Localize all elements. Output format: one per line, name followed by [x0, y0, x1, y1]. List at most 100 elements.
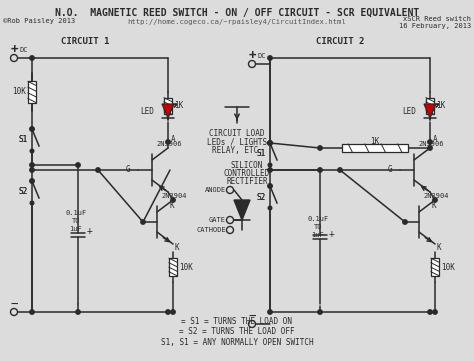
Text: CIRCUIT 1: CIRCUIT 1 — [61, 38, 109, 47]
Circle shape — [318, 146, 322, 150]
Circle shape — [166, 310, 170, 314]
Bar — [342, 144, 408, 152]
Text: CIRCUIT LOAD: CIRCUIT LOAD — [209, 129, 265, 138]
Circle shape — [403, 220, 407, 224]
Text: S1: S1 — [257, 149, 266, 158]
Circle shape — [268, 141, 272, 145]
Circle shape — [171, 198, 175, 202]
Text: +: + — [10, 43, 18, 57]
Polygon shape — [424, 104, 436, 118]
Circle shape — [30, 56, 34, 60]
Circle shape — [433, 310, 437, 314]
Text: 10K: 10K — [179, 262, 193, 271]
Text: S2: S2 — [19, 187, 28, 196]
Circle shape — [428, 140, 432, 144]
Circle shape — [268, 184, 272, 188]
Text: RELAY, ETC.: RELAY, ETC. — [211, 147, 263, 156]
Bar — [169, 258, 177, 276]
Circle shape — [268, 168, 272, 172]
Text: A: A — [171, 135, 176, 144]
Text: LEDs / LIGHTS: LEDs / LIGHTS — [207, 138, 267, 147]
Circle shape — [30, 179, 34, 183]
Text: S2: S2 — [257, 192, 266, 201]
Text: K: K — [432, 201, 437, 210]
Text: G: G — [387, 165, 392, 174]
Text: LED: LED — [402, 108, 416, 117]
Text: K: K — [437, 244, 442, 252]
Circle shape — [268, 206, 272, 210]
Circle shape — [76, 310, 80, 314]
Circle shape — [428, 146, 432, 150]
Circle shape — [30, 168, 34, 172]
Circle shape — [141, 220, 145, 224]
Text: S2: S2 — [19, 187, 28, 196]
Text: S1: S1 — [19, 135, 28, 144]
Text: 2N3906: 2N3906 — [418, 141, 444, 147]
Text: 1uF: 1uF — [70, 226, 82, 232]
Text: 10K: 10K — [441, 262, 455, 271]
Text: GATE: GATE — [209, 217, 226, 223]
Circle shape — [268, 56, 272, 60]
Text: 1uF: 1uF — [311, 232, 324, 238]
Circle shape — [30, 310, 34, 314]
Text: G: G — [126, 165, 130, 174]
Circle shape — [268, 184, 272, 188]
Circle shape — [96, 168, 100, 172]
Text: 16 February, 2013: 16 February, 2013 — [399, 23, 471, 29]
Circle shape — [428, 310, 432, 314]
Text: ANODE: ANODE — [205, 187, 226, 193]
Circle shape — [30, 149, 34, 153]
Text: 1K: 1K — [436, 101, 445, 110]
Text: 2N3904: 2N3904 — [423, 193, 448, 199]
Text: TO: TO — [314, 224, 322, 230]
Text: 2N3904: 2N3904 — [161, 193, 186, 199]
Circle shape — [30, 127, 34, 131]
Circle shape — [433, 198, 437, 202]
Text: RECTIFIER: RECTIFIER — [226, 177, 268, 186]
Circle shape — [171, 310, 175, 314]
Text: S2: S2 — [257, 192, 266, 201]
Circle shape — [30, 163, 34, 167]
Text: S1: S1 — [257, 149, 266, 158]
Text: A: A — [433, 135, 438, 144]
Text: DC: DC — [20, 47, 28, 53]
Circle shape — [268, 310, 272, 314]
Text: = S2 = TURNS THE LOAD OFF: = S2 = TURNS THE LOAD OFF — [179, 326, 295, 335]
Text: −: − — [10, 297, 18, 310]
Text: 1K: 1K — [370, 136, 380, 145]
Text: +: + — [248, 49, 256, 62]
Circle shape — [166, 140, 170, 144]
Text: 2N3906: 2N3906 — [156, 141, 182, 147]
Circle shape — [338, 168, 342, 172]
Text: 1K: 1K — [174, 101, 183, 110]
Text: 0.1uF: 0.1uF — [307, 216, 328, 222]
Text: SILICON: SILICON — [231, 161, 263, 170]
Text: K: K — [170, 201, 174, 210]
Text: 0.1uF: 0.1uF — [65, 210, 87, 216]
Text: 10K: 10K — [12, 87, 26, 96]
Text: xSCR Reed switch: xSCR Reed switch — [403, 16, 471, 22]
Polygon shape — [234, 200, 250, 220]
Circle shape — [30, 201, 34, 205]
Bar — [164, 97, 172, 114]
Text: http://home.cogeco.ca/~rpaisley4/CircuitIndex.html: http://home.cogeco.ca/~rpaisley4/Circuit… — [128, 19, 346, 25]
Circle shape — [76, 163, 80, 167]
Text: CONTROLLED: CONTROLLED — [224, 169, 270, 178]
Bar — [28, 81, 36, 103]
Text: ©Rob Paisley 2013: ©Rob Paisley 2013 — [3, 18, 75, 24]
Circle shape — [318, 310, 322, 314]
Text: TO: TO — [72, 218, 80, 223]
Text: −: − — [248, 309, 256, 322]
Text: LED: LED — [140, 108, 154, 117]
Text: S1: S1 — [19, 135, 28, 144]
Text: +: + — [87, 226, 93, 236]
Bar — [431, 258, 439, 276]
Text: K: K — [175, 244, 180, 252]
Text: S1, S1 = ANY NORMALLY OPEN SWITCH: S1, S1 = ANY NORMALLY OPEN SWITCH — [161, 338, 313, 347]
Text: +: + — [329, 229, 335, 239]
Text: N.O.  MAGNETIC REED SWITCH - ON / OFF CIRCUIT - SCR EQUIVALENT: N.O. MAGNETIC REED SWITCH - ON / OFF CIR… — [55, 8, 419, 18]
Text: CATHODE: CATHODE — [196, 227, 226, 233]
Text: DC: DC — [258, 53, 266, 59]
Text: CIRCUIT 2: CIRCUIT 2 — [316, 38, 364, 47]
Circle shape — [30, 179, 34, 183]
